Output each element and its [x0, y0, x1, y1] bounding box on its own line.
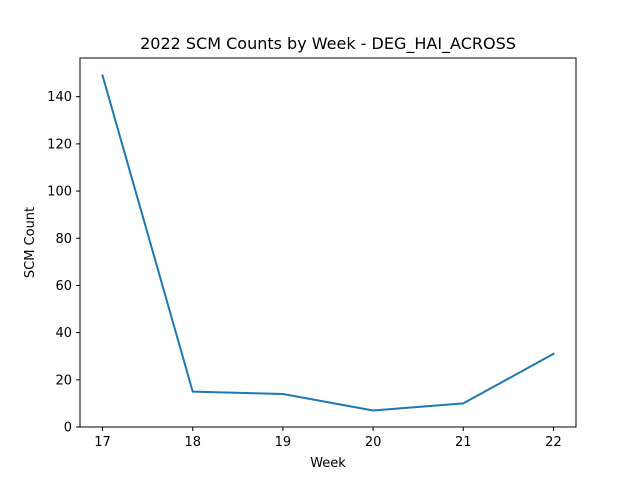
y-tick-label: 120 [47, 137, 72, 152]
y-tick-label: 20 [55, 373, 72, 388]
y-tick-label: 100 [47, 185, 72, 200]
chart-title: 2022 SCM Counts by Week - DEG_HAI_ACROSS [140, 34, 516, 54]
x-axis-label: Week [310, 456, 346, 471]
y-axis-label: SCM Count [23, 207, 38, 278]
plot-frame [79, 57, 577, 428]
plot-area [101, 74, 555, 412]
x-tick-label: 22 [545, 435, 562, 450]
y-tick-label: 140 [47, 90, 72, 105]
x-tick-label: 21 [455, 435, 472, 450]
x-tick-label: 19 [275, 435, 292, 450]
y-tick-label: 40 [55, 326, 72, 341]
y-tick-label: 0 [64, 421, 72, 436]
y-tick-label: 80 [55, 232, 72, 247]
series-line-0 [101, 74, 555, 412]
y-tick-label: 60 [55, 279, 72, 294]
x-tick-label: 18 [184, 435, 201, 450]
x-tick-label: 20 [365, 435, 382, 450]
x-tick-label: 17 [94, 435, 111, 450]
